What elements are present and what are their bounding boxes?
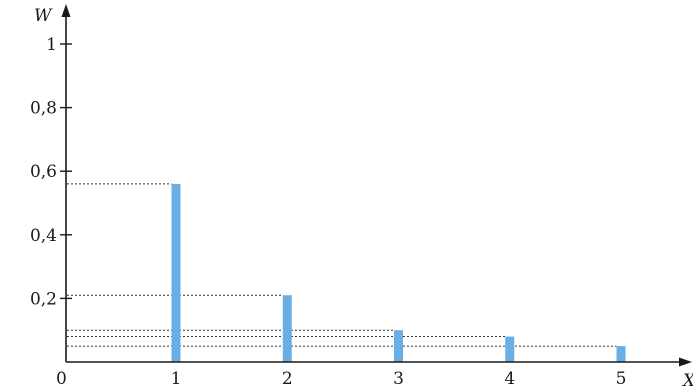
- x-tick-label: 2: [282, 369, 293, 389]
- bar: [616, 346, 626, 362]
- y-tick-label: 0,8: [30, 99, 57, 119]
- x-axis-label: X: [681, 371, 693, 390]
- guide-lines: [67, 183, 617, 347]
- bar: [282, 295, 292, 362]
- bar: [505, 336, 515, 362]
- y-tick-label: 0,4: [30, 226, 57, 246]
- y-tick-label: 0,2: [30, 289, 57, 309]
- bar: [394, 330, 403, 362]
- y-ticks: 0,2 0,4 0,6 0,8 1: [30, 35, 72, 309]
- origin-label: 0: [56, 369, 67, 389]
- x-tick-label: 5: [616, 369, 627, 389]
- bars: [171, 183, 626, 362]
- bar: [171, 183, 181, 362]
- x-tick-label: 1: [171, 369, 182, 389]
- x-tick-label: 4: [504, 369, 515, 389]
- x-axis-arrow-icon: [679, 357, 692, 367]
- y-axis-arrow-icon: [61, 4, 71, 17]
- x-tick-label: 3: [393, 369, 404, 389]
- axes: [61, 4, 692, 367]
- y-tick-label: 1: [46, 35, 57, 55]
- y-axis-label: W: [34, 6, 53, 26]
- y-tick-label: 0,6: [30, 162, 57, 182]
- x-ticks: 1 2 3 4 5: [171, 369, 627, 389]
